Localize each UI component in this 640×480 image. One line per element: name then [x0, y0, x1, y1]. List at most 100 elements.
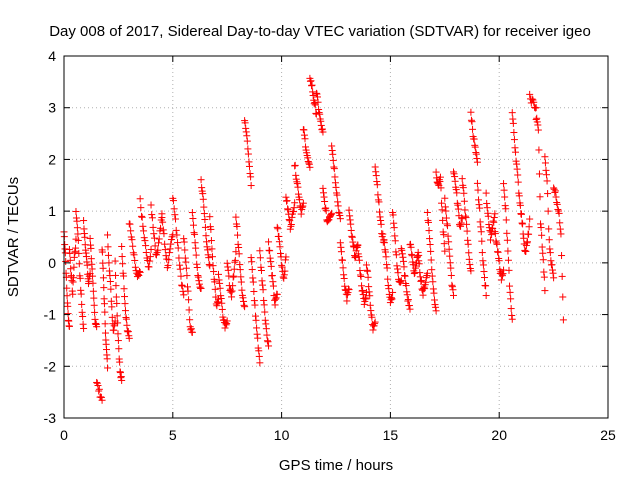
x-tick-label: 15 [383, 427, 399, 443]
data-point [228, 293, 236, 301]
data-point [305, 159, 313, 167]
data-point [432, 307, 440, 315]
data-point [229, 273, 237, 281]
data-point [558, 272, 566, 280]
data-point [95, 385, 103, 393]
data-point [376, 208, 384, 216]
data-point [558, 252, 566, 260]
data-point [186, 316, 194, 324]
data-point [99, 274, 107, 282]
data-point [436, 173, 444, 181]
data-point [545, 225, 553, 233]
data-point [230, 272, 238, 280]
data-point [535, 170, 543, 178]
data-point [457, 222, 465, 230]
data-point [236, 266, 244, 274]
data-point [201, 223, 209, 231]
data-point [278, 263, 286, 271]
data-point [188, 328, 196, 336]
data-point [141, 237, 149, 245]
data-point [478, 249, 486, 257]
data-point [482, 282, 490, 290]
data-point [544, 190, 552, 198]
data-point [251, 312, 259, 320]
data-point [327, 211, 335, 219]
x-tick-label: 25 [600, 427, 616, 443]
data-point [429, 285, 437, 293]
data-point [283, 197, 291, 205]
data-point [315, 106, 323, 114]
data-point [354, 242, 362, 250]
data-point [447, 271, 455, 279]
data-point [138, 212, 146, 220]
data-point [490, 218, 498, 226]
data-point [387, 294, 395, 302]
data-point [306, 77, 314, 85]
data-point [488, 231, 496, 239]
data-point [347, 220, 355, 228]
data-point [224, 266, 232, 274]
data-point [392, 248, 400, 256]
data-point [550, 185, 558, 193]
data-point [336, 215, 344, 223]
data-point [93, 323, 101, 331]
data-point [290, 208, 298, 216]
data-point [242, 124, 250, 132]
data-point [257, 263, 265, 271]
plot-frame [63, 55, 609, 419]
data-point [302, 143, 310, 151]
data-point [440, 240, 448, 248]
data-point [509, 119, 517, 127]
grid-lines [64, 56, 608, 418]
data-point [272, 295, 280, 303]
data-point [224, 263, 232, 271]
data-point [241, 303, 249, 311]
data-point [398, 250, 406, 258]
data-point [113, 299, 121, 307]
data-point [188, 209, 196, 217]
data-point [432, 303, 440, 311]
data-point [515, 192, 523, 200]
data-point [442, 207, 450, 215]
data-point [89, 287, 97, 295]
data-point [291, 199, 299, 207]
data-point [545, 236, 553, 244]
data-point [321, 205, 329, 213]
data-point [214, 298, 222, 306]
data-point [145, 263, 153, 271]
data-point [254, 334, 262, 342]
data-point [280, 274, 288, 282]
data-point [397, 277, 405, 285]
data-point [81, 233, 89, 241]
data-point [296, 196, 304, 204]
data-point [374, 191, 382, 199]
data-point [329, 156, 337, 164]
data-point [321, 198, 329, 206]
data-point [328, 146, 336, 154]
data-point [330, 165, 338, 173]
data-point [178, 281, 186, 289]
data-point [473, 158, 481, 166]
data-point [460, 197, 468, 205]
data-point [195, 280, 203, 288]
data-point [414, 248, 422, 256]
data-point [205, 254, 213, 262]
data-point [171, 211, 179, 219]
data-point [414, 252, 422, 260]
data-point [190, 229, 198, 237]
data-point [61, 249, 69, 257]
data-point [460, 189, 468, 197]
data-point [364, 267, 372, 275]
data-point [551, 188, 559, 196]
data-point [384, 275, 392, 283]
data-point [148, 214, 156, 222]
data-point [523, 239, 531, 247]
data-point [63, 292, 71, 300]
data-point [454, 201, 462, 209]
data-point [556, 219, 564, 227]
data-point [522, 247, 530, 255]
data-point [165, 256, 173, 264]
data-point [544, 207, 552, 215]
data-point [512, 157, 520, 165]
data-point [94, 381, 102, 389]
